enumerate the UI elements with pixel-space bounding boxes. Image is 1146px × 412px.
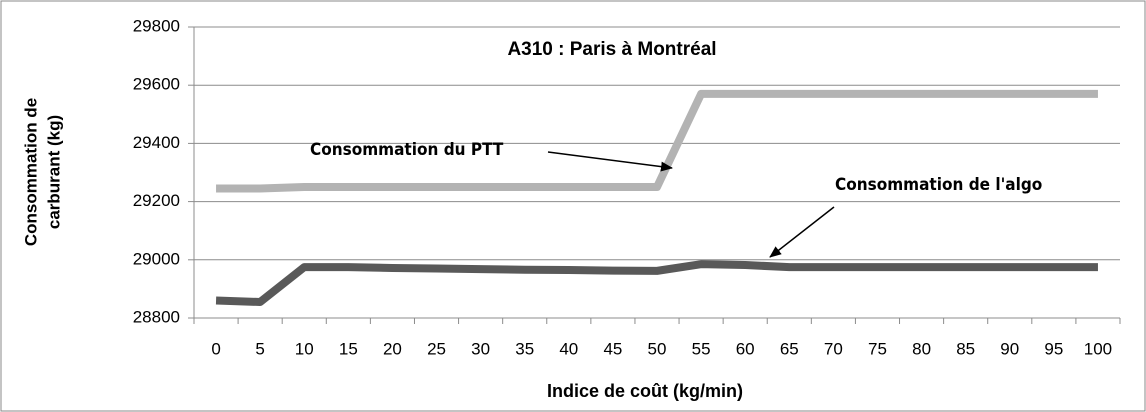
x-tick-label: 30: [471, 339, 490, 358]
chart-title: A310 : Paris à Montréal: [507, 39, 716, 60]
lines: [215, 89, 1098, 306]
annotation-arrow: [769, 206, 835, 258]
series-line: [215, 260, 1098, 306]
series-line: [216, 89, 1098, 193]
y-axis-label: carburant (kg): [44, 115, 63, 229]
x-tick-label: 25: [427, 339, 446, 358]
annotation-arrow: [547, 151, 673, 172]
x-tick-label: 50: [648, 339, 667, 358]
annotation: Consommation de l'algo: [835, 175, 1042, 195]
x-tick-label: 100: [1084, 339, 1112, 358]
annotation: Consommation du PTT: [310, 140, 504, 160]
x-tick-label: 70: [824, 339, 843, 358]
x-tick-label: 90: [1000, 339, 1019, 358]
x-tick-label: 0: [211, 339, 220, 358]
y-tick-label: 29800: [133, 16, 180, 35]
x-tick-label: 15: [339, 339, 358, 358]
x-tick-label: 95: [1044, 339, 1063, 358]
y-tick-label: 29400: [133, 133, 180, 152]
x-tick-label: 5: [255, 339, 264, 358]
x-tick-label: 40: [559, 339, 578, 358]
x-tick-label: 80: [912, 339, 931, 358]
x-axis-label: Indice de coût (kg/min): [547, 381, 743, 401]
y-tick-label: 28800: [133, 307, 180, 326]
x-tick-label: 85: [956, 339, 975, 358]
y-tick-label: 29600: [133, 75, 180, 94]
x-tick-label: 20: [383, 339, 402, 358]
x-tick-label: 65: [780, 339, 799, 358]
x-tick-label: 60: [736, 339, 755, 358]
x-tick-label: 55: [692, 339, 711, 358]
x-tick-label: 35: [515, 339, 534, 358]
y-tick-label: 29000: [133, 249, 180, 268]
y-axis-label: Consommation de: [21, 98, 40, 246]
x-tick-label: 45: [603, 339, 622, 358]
x-tick-label: 10: [295, 339, 314, 358]
grid: [188, 26, 1121, 324]
x-tick-label: 75: [868, 339, 887, 358]
y-tick-label: 29200: [133, 191, 180, 210]
